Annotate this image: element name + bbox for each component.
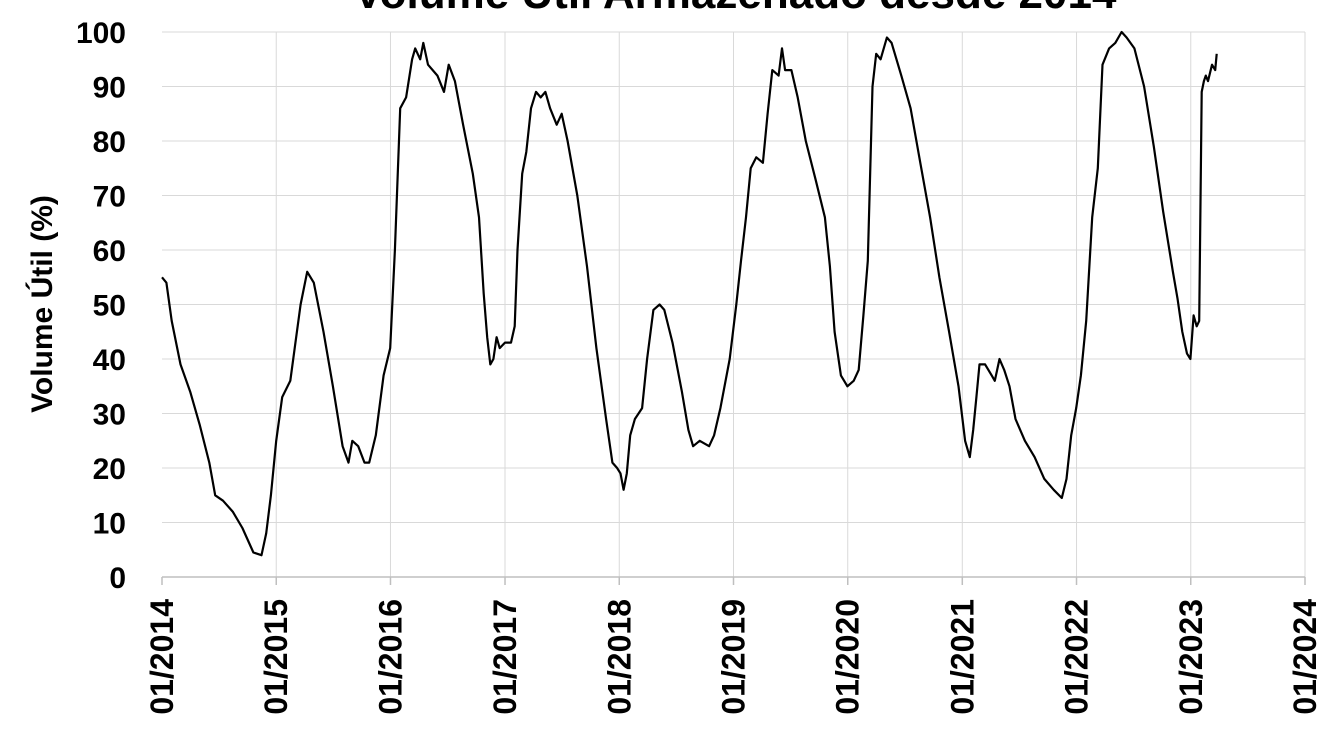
x-tick-label: 01/2017 — [487, 599, 523, 715]
x-tick-label: 01/2019 — [716, 599, 752, 715]
y-tick-label: 90 — [93, 72, 126, 105]
y-axis-label: Volume Útil (%) — [25, 195, 59, 413]
x-axis-tick-labels: 01/2014 01/2015 01/2016 01/2017 01/2018 01/20… — [144, 599, 1322, 715]
x-tick-label: 01/2024 — [1287, 599, 1322, 715]
x-tick-label: 01/2018 — [601, 599, 637, 715]
y-axis-tick-labels: 0 10 20 30 40 50 60 70 80 90 100 — [76, 17, 126, 595]
x-tick-label: 01/2023 — [1173, 599, 1209, 715]
axes — [161, 576, 1306, 585]
y-tick-label: 30 — [93, 399, 126, 432]
x-tick-label: 01/2015 — [258, 599, 294, 715]
series-line-0 — [161, 30, 1218, 557]
y-tick-label: 20 — [93, 453, 126, 486]
y-tick-label: 100 — [76, 17, 126, 50]
series-layer — [161, 30, 1218, 557]
x-tick-label: 01/2016 — [372, 599, 408, 715]
gridlines — [162, 31, 1306, 577]
x-tick-label: 01/2020 — [830, 599, 866, 715]
y-tick-label: 60 — [93, 235, 126, 268]
y-tick-label: 70 — [93, 181, 126, 214]
x-tick-label: 01/2022 — [1059, 599, 1095, 715]
chart-title: Volume Útil Armazenado desde 2014 — [354, 0, 1117, 18]
y-tick-label: 10 — [93, 508, 126, 541]
y-tick-label: 40 — [93, 344, 126, 377]
y-tick-label: 50 — [93, 290, 126, 323]
y-tick-label: 80 — [93, 126, 126, 159]
y-tick-label: 0 — [109, 562, 126, 595]
x-tick-label: 01/2021 — [944, 599, 980, 715]
x-tick-label: 01/2014 — [144, 599, 180, 715]
